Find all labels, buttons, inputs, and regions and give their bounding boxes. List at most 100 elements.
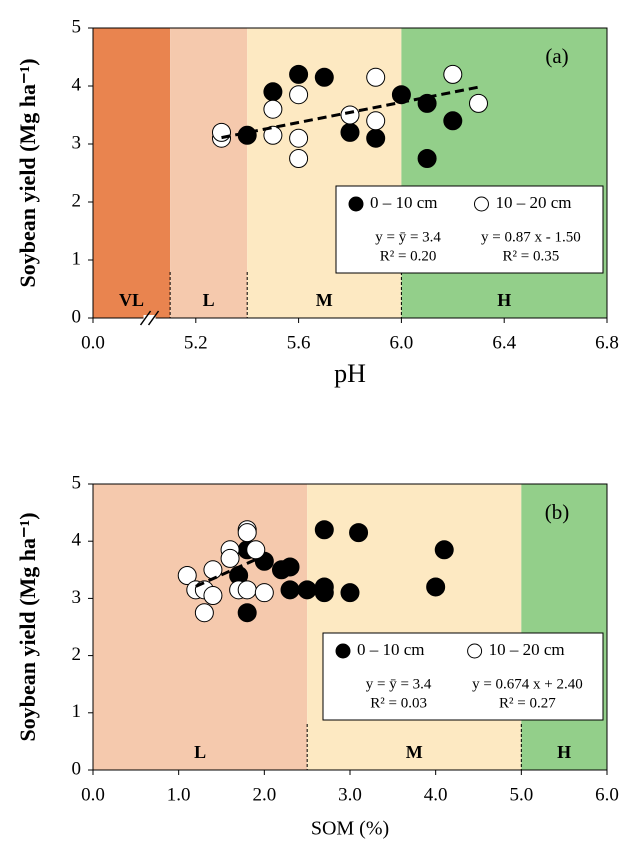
- point: [212, 122, 231, 142]
- zone-label: L: [203, 290, 215, 310]
- x-tick-label: 5.0: [509, 784, 533, 805]
- point: [254, 583, 274, 603]
- legend-label: 10 – 20 cm: [489, 640, 565, 659]
- zone-label: M: [316, 290, 333, 310]
- zone-label: VL: [119, 290, 144, 310]
- equation: y = ȳ = 3.4: [366, 676, 432, 692]
- trendline: [221, 85, 479, 140]
- zone: [170, 28, 248, 318]
- legend-box: [335, 185, 604, 274]
- x-tick-label: 4.0: [424, 784, 448, 805]
- x-tick-label: 6.0: [390, 332, 414, 353]
- y-tick-label: 2: [72, 644, 82, 665]
- equation: y = 0.87 x - 1.50: [481, 229, 581, 245]
- point: [349, 523, 369, 543]
- point: [340, 583, 360, 603]
- r-squared: R² = 0.03: [370, 695, 427, 711]
- plot-frame: [92, 27, 608, 319]
- equation: y = ȳ = 3.4: [375, 229, 441, 245]
- point: [314, 520, 334, 540]
- point: [443, 111, 463, 131]
- y-tick-label: 4: [72, 74, 82, 95]
- r-squared: R² = 0.20: [380, 248, 437, 264]
- point: [263, 125, 283, 145]
- point: [246, 540, 266, 560]
- y-tick-label: 4: [72, 530, 82, 551]
- r-squared: R² = 0.35: [503, 248, 560, 264]
- zone: [521, 484, 607, 770]
- point: [237, 603, 257, 623]
- axis-break-gap: [143, 315, 156, 321]
- point: [314, 67, 334, 87]
- x-tick-label: 5.6: [287, 332, 311, 353]
- x-tick-label: 6.8: [595, 332, 619, 353]
- y-tick-label: 1: [72, 701, 82, 722]
- zone: [307, 484, 522, 770]
- point: [203, 560, 223, 580]
- y-tick-label: 0: [72, 758, 82, 779]
- axis-break: [147, 310, 160, 326]
- zone: [93, 28, 171, 318]
- x-tick-label: 6.4: [492, 332, 516, 353]
- point: [417, 149, 437, 168]
- zone-label: H: [557, 742, 571, 762]
- x-tick-label: 5.2: [184, 332, 208, 353]
- x-tick-label: 2.0: [252, 784, 276, 805]
- x-tick-label: 6.0: [595, 784, 619, 805]
- legend-label: 0 – 10 cm: [370, 193, 438, 212]
- point: [237, 523, 257, 543]
- x-tick-label: 0.0: [81, 332, 105, 353]
- point: [289, 85, 309, 105]
- zone-label: L: [194, 742, 206, 762]
- y-tick-label: 5: [72, 16, 82, 37]
- point: [280, 580, 300, 600]
- y-axis-label: Soybean yield (Mg ha⁻¹): [15, 512, 40, 741]
- point: [194, 603, 214, 623]
- zone-label: H: [497, 290, 511, 310]
- zone-label: M: [406, 742, 423, 762]
- x-tick-label: 0.0: [81, 784, 105, 805]
- legend-marker: [335, 643, 351, 659]
- point: [366, 67, 386, 87]
- point: [469, 93, 488, 113]
- trendline: [195, 558, 257, 588]
- point: [177, 566, 197, 586]
- y-tick-label: 3: [72, 132, 82, 153]
- point: [289, 64, 309, 84]
- point: [340, 122, 360, 142]
- legend-marker: [348, 196, 364, 212]
- point: [263, 82, 283, 102]
- y-tick-label: 3: [72, 587, 82, 608]
- point: [443, 64, 463, 84]
- axis-break: [139, 310, 152, 326]
- point: [289, 128, 309, 148]
- x-axis-label: SOM (%): [311, 818, 389, 840]
- y-tick-label: 1: [72, 248, 82, 269]
- point: [280, 557, 300, 577]
- panel-label: (b): [545, 500, 570, 524]
- point: [340, 105, 360, 125]
- y-tick-label: 5: [72, 472, 82, 493]
- legend-marker: [467, 643, 483, 659]
- point: [237, 580, 257, 600]
- equation: y = 0.674 x + 2.40: [472, 676, 583, 692]
- y-tick-label: 0: [72, 306, 82, 327]
- y-tick-label: 2: [72, 190, 82, 211]
- legend-label: 0 – 10 cm: [357, 640, 425, 659]
- zone: [401, 28, 607, 318]
- y-axis-label: Soybean yield (Mg ha⁻¹): [15, 58, 40, 287]
- point: [203, 586, 223, 606]
- r-squared: R² = 0.27: [499, 695, 556, 711]
- point: [434, 540, 454, 560]
- legend-marker: [473, 196, 489, 212]
- point: [426, 577, 446, 597]
- x-tick-label: 3.0: [338, 784, 362, 805]
- legend-box: [322, 632, 604, 721]
- x-tick-label: 1.0: [167, 784, 191, 805]
- point: [289, 149, 309, 168]
- point: [263, 99, 283, 119]
- point: [220, 548, 240, 568]
- point: [366, 111, 386, 131]
- legend-label: 10 – 20 cm: [495, 193, 571, 212]
